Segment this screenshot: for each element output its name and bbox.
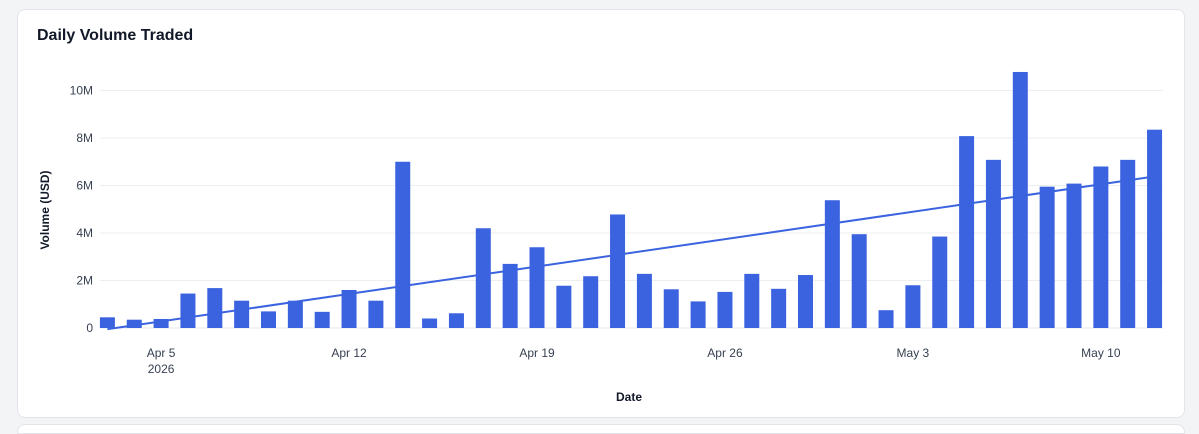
volume-bar[interactable] [502,263,518,329]
volume-bar[interactable] [663,289,679,328]
chart-card: Daily Volume Traded 0 2M 4M 6M 8M 10M Apr 5 20… [17,9,1185,418]
x-axis-label: Date [616,390,642,404]
volume-bar[interactable] [341,290,357,328]
volume-bar[interactable] [368,300,384,328]
volume-bar[interactable] [153,318,169,328]
volume-bar[interactable] [744,273,760,328]
volume-bar[interactable] [1039,186,1055,328]
x-tick-label: Apr 5 [147,346,176,360]
volume-bar[interactable] [207,288,223,328]
volume-bar[interactable] [261,311,276,329]
volume-bar[interactable] [905,285,921,328]
volume-bar[interactable] [422,318,438,329]
volume-bar[interactable] [1147,129,1163,328]
volume-bar[interactable] [126,319,142,328]
x-tick-label: Apr 12 [331,346,367,360]
y-tick-label: 2M [76,274,93,288]
x-axis-ticks: Apr 5 2026 Apr 12 Apr 19 Apr 26 May 3 May 10 [147,346,1121,376]
trend-line-layer [107,175,1155,331]
y-axis-ticks: 0 2M 4M 6M 8M 10M [70,84,94,336]
trend-line [107,175,1155,331]
volume-bar[interactable] [1093,166,1109,329]
chart-title: Daily Volume Traded [37,27,194,44]
volume-bar[interactable] [851,234,867,328]
volume-bar[interactable] [690,301,706,328]
y-tick-label: 6M [76,179,93,193]
volume-bar[interactable] [985,159,1001,328]
x-tick-label: May 10 [1081,346,1121,360]
x-tick-label: Apr 19 [519,346,555,360]
y-tick-label: 10M [70,84,93,98]
volume-bar[interactable] [234,300,250,328]
volume-bar[interactable] [1066,183,1082,328]
volume-bar[interactable] [448,313,464,328]
volume-bar[interactable] [959,136,975,328]
bar-series [99,71,1163,329]
volume-bar[interactable] [717,291,733,328]
volume-bar[interactable] [636,273,652,328]
volume-bar[interactable] [99,317,115,328]
y-tick-label: 4M [76,226,93,240]
volume-bar[interactable] [798,275,813,328]
next-card-edge [17,424,1185,434]
x-tick-label: Apr 26 [707,346,743,360]
y-axis-label: Volume (USD) [38,170,52,249]
volume-bar[interactable] [556,285,572,328]
x-tick-label: May 3 [897,346,930,360]
volume-bar[interactable] [1120,159,1136,328]
y-tick-label: 0 [86,321,93,335]
volume-bar[interactable] [395,161,411,328]
volume-bar[interactable] [583,276,599,328]
volume-bar[interactable] [932,236,948,328]
volume-bar[interactable] [287,300,303,328]
volume-bar[interactable] [771,288,787,328]
volume-bar[interactable] [180,293,196,328]
y-tick-label: 8M [76,131,93,145]
x-tick-year-label: 2026 [148,362,175,376]
volume-bar[interactable] [610,214,626,328]
volume-bar[interactable] [314,311,330,328]
volume-bar[interactable] [475,228,491,328]
volume-bar[interactable] [824,200,840,328]
grid-lines [100,90,1163,329]
volume-bar[interactable] [1012,71,1028,328]
volume-chart: 0 2M 4M 6M 8M 10M Apr 5 2026 Apr 12 Apr 19 Apr 26… [38,71,1163,404]
volume-bar[interactable] [878,310,894,328]
volume-bar[interactable] [529,247,545,328]
